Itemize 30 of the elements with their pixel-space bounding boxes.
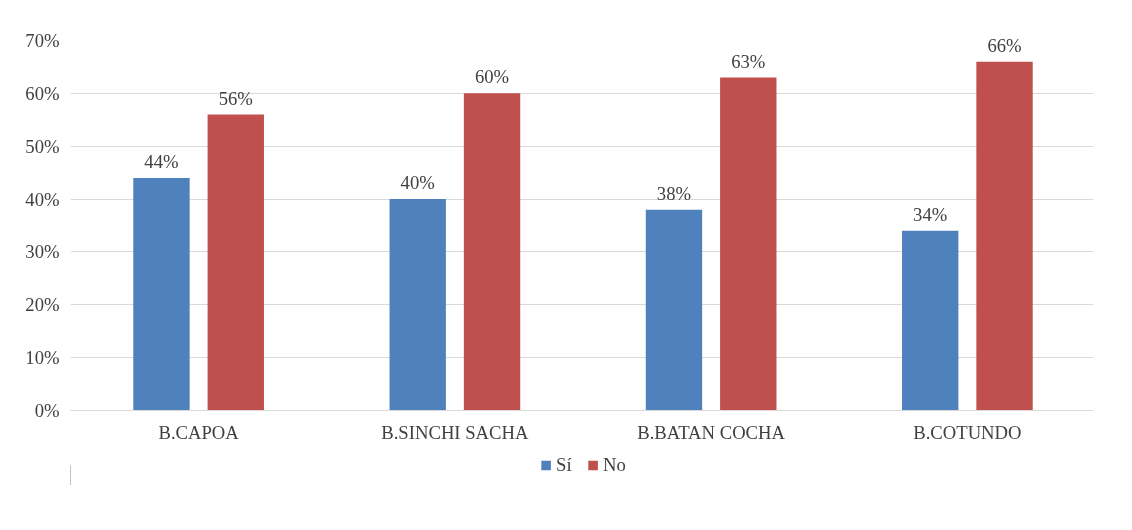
data-label: 60% [474,66,510,88]
data-label: 34% [913,203,948,225]
data-label: 66% [987,34,1022,56]
bar [976,61,1033,411]
y-tick-label: 10% [25,347,60,369]
x-tick-label: B.COTUNDO [913,421,1022,443]
bar [133,177,190,411]
bar [389,199,446,411]
bar [463,93,521,411]
data-label: 44% [144,150,179,172]
data-label: 38% [656,182,692,204]
y-tick-label: 60% [25,82,60,104]
legend-label: Sí [556,454,573,476]
y-tick-label: 70% [25,30,60,51]
x-tick-label: B.SINCHI SACHA [381,421,529,443]
legend-label: No [603,454,626,476]
y-tick-label: 0% [34,400,60,421]
y-tick-label: 30% [25,241,60,263]
data-label: 56% [218,87,253,109]
y-tick-label: 40% [25,188,60,210]
x-tick-label: B.BATAN COCHA [637,421,786,443]
bar [720,77,777,411]
y-tick-label: 20% [25,294,60,316]
bar [902,230,959,411]
data-label: 40% [400,172,435,194]
y-tick-label: 50% [25,135,60,157]
bar [645,209,703,411]
bar [207,114,264,411]
x-tick-label: B.CAPOA [158,421,240,443]
data-label: 63% [731,50,766,72]
